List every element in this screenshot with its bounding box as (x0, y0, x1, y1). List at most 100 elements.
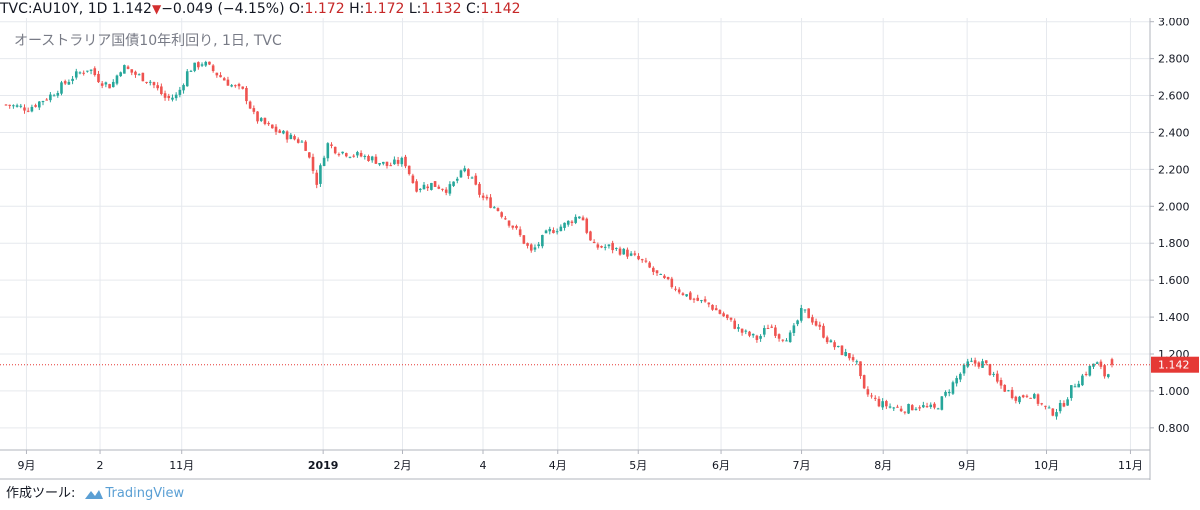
candle[interactable] (1007, 389, 1010, 392)
candle[interactable] (145, 81, 148, 84)
candle[interactable] (100, 81, 104, 89)
candle[interactable] (182, 83, 185, 94)
candle[interactable] (563, 222, 566, 231)
candle[interactable] (644, 257, 648, 264)
candle[interactable] (156, 82, 159, 91)
candle[interactable] (788, 330, 792, 343)
candle[interactable] (659, 273, 663, 275)
candle[interactable] (574, 214, 577, 225)
candle[interactable] (633, 250, 637, 257)
candle[interactable] (722, 311, 725, 317)
candle[interactable] (981, 358, 984, 368)
candle[interactable] (622, 247, 626, 255)
candle[interactable] (999, 377, 1003, 389)
candle[interactable] (970, 357, 973, 363)
candle[interactable] (396, 156, 400, 167)
candle[interactable] (1014, 395, 1018, 404)
candle[interactable] (896, 404, 899, 408)
candle[interactable] (259, 117, 263, 123)
candle[interactable] (337, 152, 341, 157)
candle[interactable] (888, 403, 892, 409)
candle[interactable] (356, 150, 359, 158)
candle[interactable] (851, 354, 855, 363)
candle[interactable] (589, 230, 592, 241)
candle[interactable] (418, 188, 422, 193)
candle[interactable] (996, 370, 999, 384)
candle[interactable] (459, 169, 463, 178)
candle[interactable] (71, 76, 74, 85)
candle[interactable] (526, 242, 529, 249)
candle[interactable] (1084, 371, 1088, 377)
candle[interactable] (452, 181, 455, 188)
candle[interactable] (959, 372, 962, 383)
candle[interactable] (8, 104, 11, 109)
candle[interactable] (611, 240, 614, 254)
candle[interactable] (922, 401, 925, 409)
candle[interactable] (404, 154, 407, 169)
candle[interactable] (60, 80, 63, 96)
candle[interactable] (467, 168, 470, 180)
candle[interactable] (285, 130, 289, 143)
candle[interactable] (615, 247, 618, 252)
candle[interactable] (178, 86, 182, 98)
candle[interactable] (78, 71, 82, 75)
candle[interactable] (422, 181, 426, 190)
candle[interactable] (555, 228, 559, 235)
candle[interactable] (596, 242, 600, 250)
candle[interactable] (1099, 359, 1103, 370)
candle[interactable] (478, 182, 481, 198)
candle[interactable] (104, 81, 108, 88)
candle[interactable] (134, 70, 137, 78)
candle[interactable] (726, 314, 729, 321)
candle[interactable] (951, 380, 955, 395)
candle[interactable] (1073, 383, 1077, 388)
candle[interactable] (271, 124, 274, 129)
candle[interactable] (345, 152, 348, 158)
candle[interactable] (811, 314, 814, 325)
candle[interactable] (289, 132, 293, 140)
candle[interactable] (1088, 364, 1092, 377)
candle[interactable] (640, 258, 644, 263)
candle[interactable] (618, 246, 622, 256)
candle[interactable] (685, 294, 688, 297)
candle[interactable] (245, 86, 248, 105)
candle[interactable] (592, 239, 596, 244)
candle[interactable] (185, 69, 189, 87)
candle[interactable] (504, 215, 507, 220)
candle[interactable] (566, 220, 570, 227)
candle[interactable] (374, 154, 378, 165)
candle[interactable] (1062, 400, 1066, 408)
candle[interactable] (518, 226, 522, 237)
candle[interactable] (1044, 405, 1047, 410)
candle[interactable] (300, 139, 304, 143)
candle[interactable] (988, 363, 992, 376)
candle[interactable] (866, 386, 870, 397)
candle[interactable] (115, 74, 119, 86)
candle[interactable] (119, 71, 122, 78)
candle[interactable] (677, 287, 681, 295)
candle[interactable] (1081, 373, 1084, 387)
candle[interactable] (681, 292, 685, 296)
candle[interactable] (766, 324, 770, 329)
candle[interactable] (1047, 405, 1051, 409)
candle[interactable] (703, 296, 707, 303)
candle[interactable] (899, 405, 903, 413)
candles[interactable] (4, 60, 1114, 420)
candle[interactable] (655, 270, 659, 276)
candle[interactable] (89, 69, 93, 75)
candle[interactable] (448, 181, 452, 196)
candle[interactable] (12, 104, 15, 109)
candle[interactable] (23, 104, 26, 114)
candle[interactable] (1033, 392, 1036, 400)
candle[interactable] (803, 309, 807, 313)
candle[interactable] (1066, 397, 1069, 406)
candle[interactable] (359, 150, 363, 158)
candle[interactable] (670, 276, 674, 289)
candle[interactable] (174, 92, 178, 101)
candle[interactable] (885, 399, 888, 410)
candle[interactable] (4, 104, 8, 106)
candle[interactable] (792, 323, 796, 337)
candle[interactable] (718, 309, 722, 315)
candle[interactable] (278, 129, 282, 134)
candle[interactable] (862, 374, 866, 390)
